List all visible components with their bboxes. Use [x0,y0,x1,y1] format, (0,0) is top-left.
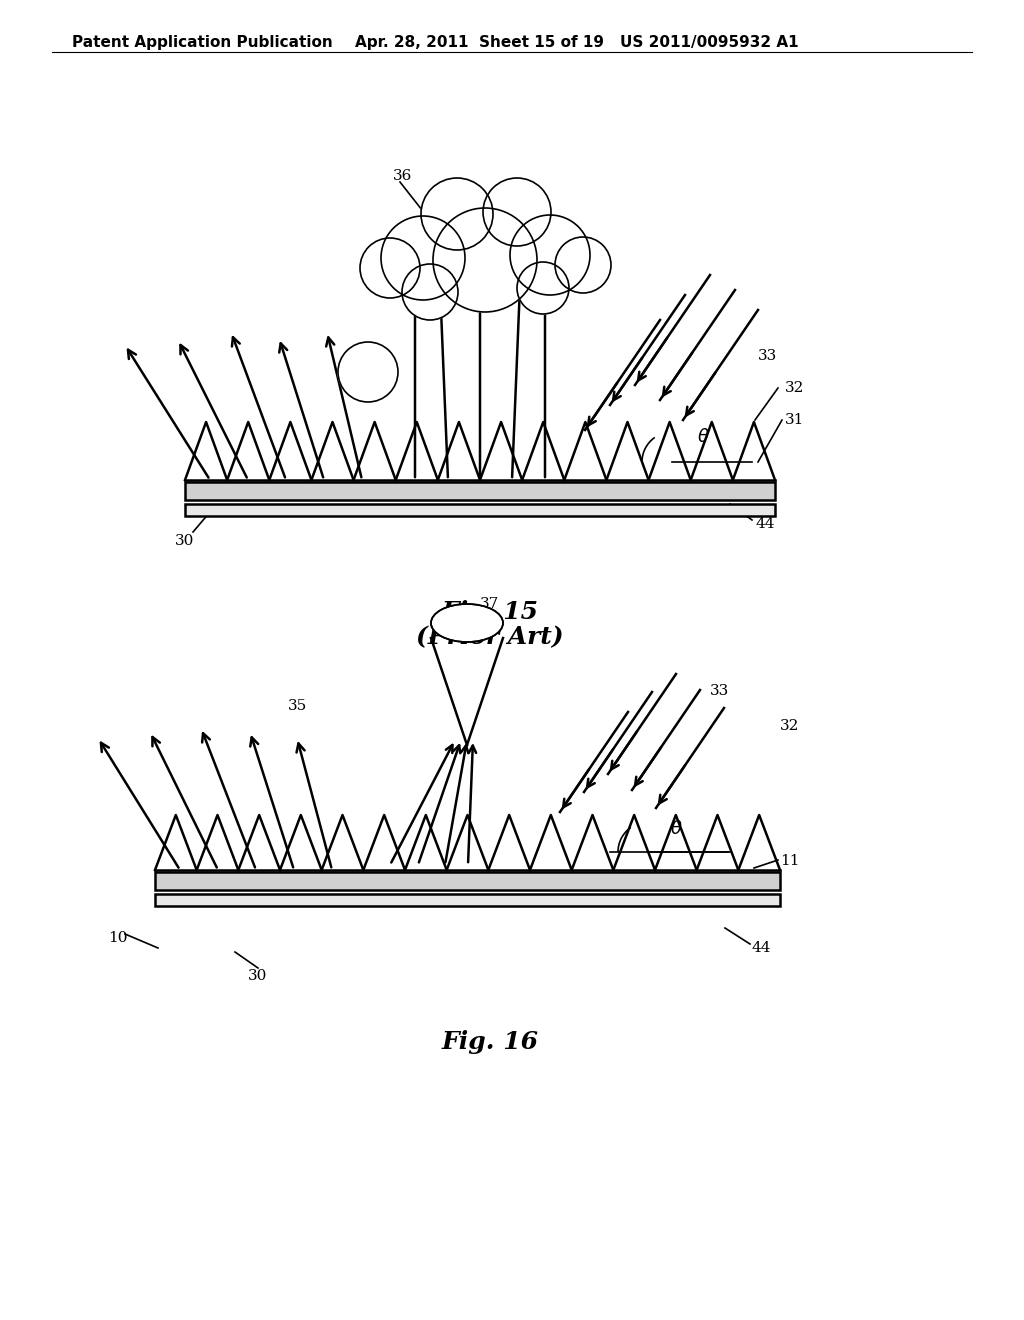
Circle shape [517,261,569,314]
Text: 32: 32 [785,381,805,395]
Text: 31: 31 [785,413,805,426]
Bar [155,894,780,906]
Text: (Prior Art): (Prior Art) [416,624,564,648]
Text: 32: 32 [780,719,800,733]
Text: 36: 36 [393,169,413,183]
Text: 34: 34 [472,234,492,248]
Bar [155,873,780,890]
Bar [185,504,775,516]
Text: 44: 44 [752,941,771,954]
Circle shape [555,238,611,293]
Text: 33: 33 [758,348,777,363]
Text: 11: 11 [780,854,800,869]
Text: Fig. 16: Fig. 16 [441,1030,539,1053]
Text: 10: 10 [108,931,128,945]
Text: $\theta$: $\theta$ [670,820,683,838]
Circle shape [433,209,537,312]
Ellipse shape [431,605,503,642]
Text: 44: 44 [755,517,774,531]
Text: $\theta$: $\theta$ [697,428,710,446]
Circle shape [338,342,398,403]
Text: 37: 37 [480,597,500,611]
Circle shape [510,215,590,294]
Text: Fig. 15: Fig. 15 [441,601,539,624]
Circle shape [381,216,465,300]
Text: 30: 30 [248,969,267,983]
Text: Apr. 28, 2011  Sheet 15 of 19: Apr. 28, 2011 Sheet 15 of 19 [355,36,604,50]
Circle shape [360,238,420,298]
Bar [185,482,775,500]
Text: 35: 35 [288,700,307,713]
Text: 30: 30 [175,535,195,548]
Circle shape [421,178,493,249]
Text: Patent Application Publication: Patent Application Publication [72,36,333,50]
Text: 33: 33 [710,684,729,698]
Circle shape [483,178,551,246]
Text: US 2011/0095932 A1: US 2011/0095932 A1 [620,36,799,50]
Circle shape [402,264,458,319]
Text: 35: 35 [343,354,362,368]
